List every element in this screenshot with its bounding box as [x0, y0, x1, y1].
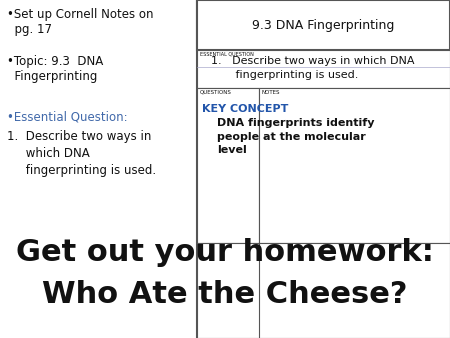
Text: fingerprinting is used.: fingerprinting is used. [211, 70, 358, 80]
Bar [197, 243, 450, 338]
Text: •Set up Cornell Notes on
  pg. 17: •Set up Cornell Notes on pg. 17 [7, 8, 153, 36]
Bar [197, 50, 450, 88]
Text: QUESTIONS: QUESTIONS [200, 90, 232, 95]
Bar [259, 88, 450, 243]
Text: DNA fingerprints identify
people at the molecular
level: DNA fingerprints identify people at the … [217, 118, 374, 155]
Bar [197, 88, 259, 243]
Text: •Topic: 9.3  DNA
  Fingerprinting: •Topic: 9.3 DNA Fingerprinting [7, 55, 103, 83]
Bar [0, 0, 197, 338]
Bar [197, 0, 450, 50]
Text: Who Ate the Cheese?: Who Ate the Cheese? [42, 280, 408, 309]
Text: NOTES: NOTES [262, 90, 280, 95]
Text: ESSENTIAL QUESTION: ESSENTIAL QUESTION [200, 52, 254, 57]
Bar [197, 0, 450, 338]
Text: Get out your homework:: Get out your homework: [16, 238, 434, 267]
Text: KEY CONCEPT: KEY CONCEPT [202, 104, 288, 114]
Text: 1.   Describe two ways in which DNA: 1. Describe two ways in which DNA [211, 56, 414, 66]
Text: •Essential Question:: •Essential Question: [7, 110, 128, 123]
Text: 9.3 DNA Fingerprinting: 9.3 DNA Fingerprinting [252, 19, 395, 31]
Text: 1.  Describe two ways in
     which DNA
     fingerprinting is used.: 1. Describe two ways in which DNA finger… [7, 130, 156, 177]
